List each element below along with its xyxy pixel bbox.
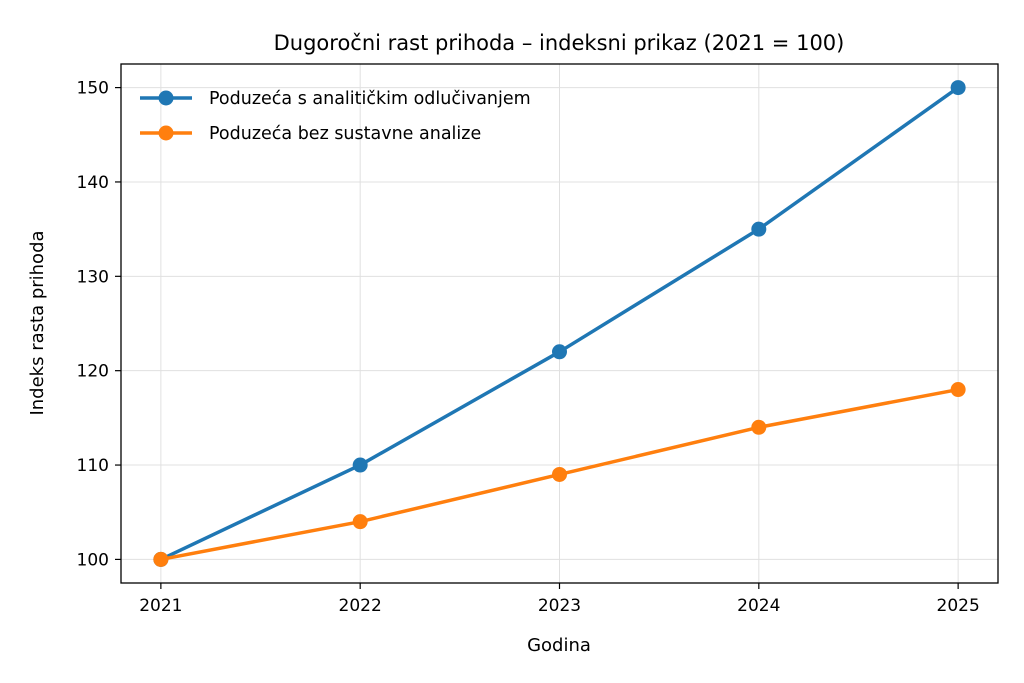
x-axis: 2021 2022 2023 2024 2025 bbox=[139, 583, 980, 616]
series-1 bbox=[153, 382, 966, 567]
legend-marker bbox=[158, 125, 174, 141]
data-point bbox=[950, 382, 966, 398]
data-point bbox=[153, 551, 169, 567]
x-tick-label: 2022 bbox=[339, 596, 382, 616]
legend: Poduzeća s analitičkim odlučivanjem Poduz… bbox=[140, 89, 531, 144]
x-tick-label: 2024 bbox=[737, 596, 780, 616]
y-tick-label: 130 bbox=[77, 267, 109, 287]
x-tick-label: 2023 bbox=[538, 596, 581, 616]
y-tick-label: 150 bbox=[77, 79, 109, 99]
y-tick-label: 120 bbox=[77, 362, 109, 382]
legend-item: Poduzeća s analitičkim odlučivanjem bbox=[140, 89, 531, 109]
data-point bbox=[352, 457, 368, 473]
chart-title: Dugoročni rast prihoda – indeksni prikaz… bbox=[274, 31, 845, 55]
data-point bbox=[950, 80, 966, 96]
y-tick-label: 140 bbox=[77, 173, 109, 193]
data-point bbox=[552, 466, 567, 482]
y-tick-label: 100 bbox=[77, 550, 109, 570]
legend-item: Poduzeća bez sustavne analize bbox=[140, 124, 481, 144]
data-point bbox=[352, 514, 368, 530]
y-axis: 100 110 120 130 140 150 bbox=[77, 79, 121, 570]
x-tick-label: 2021 bbox=[139, 596, 182, 616]
legend-label: Poduzeća bez sustavne analize bbox=[209, 124, 481, 144]
data-point bbox=[751, 419, 767, 435]
y-axis-label: Indeks rasta prihoda bbox=[27, 230, 48, 415]
data-point bbox=[552, 344, 567, 360]
x-axis-label: Godina bbox=[527, 635, 591, 656]
y-tick-label: 110 bbox=[77, 456, 109, 476]
legend-marker bbox=[158, 90, 174, 106]
grid bbox=[121, 64, 998, 583]
data-point bbox=[751, 221, 767, 237]
legend-label: Poduzeća s analitičkim odlučivanjem bbox=[209, 89, 531, 109]
series-group bbox=[153, 80, 966, 567]
x-tick-label: 2025 bbox=[937, 596, 980, 616]
